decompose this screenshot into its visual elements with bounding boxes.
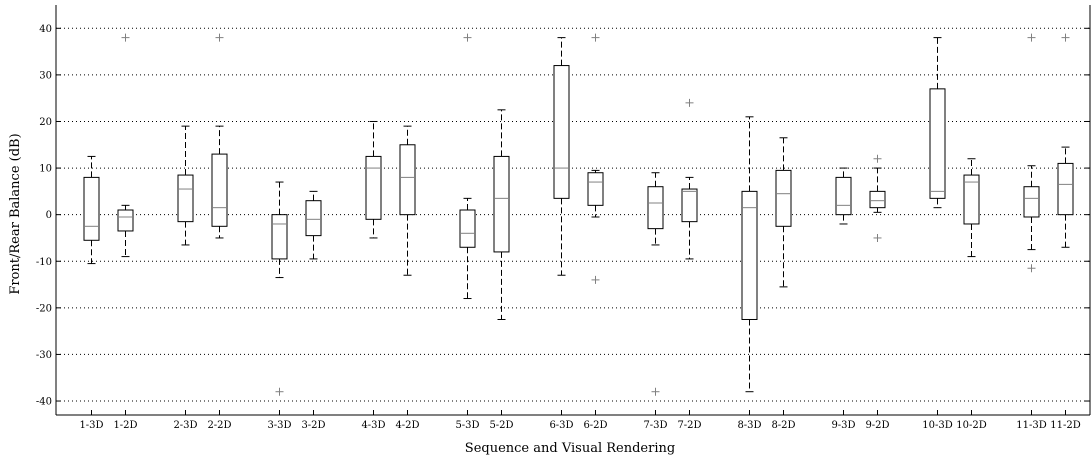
box-11-3D (1023, 33, 1040, 273)
outlier-point (591, 33, 600, 42)
box-10-3D (929, 37, 946, 209)
outlier-point (873, 233, 882, 242)
iqr-box (271, 214, 288, 260)
x-tick-label: 9-3D (831, 420, 855, 431)
y-axis-label: Front/Rear Balance (dB) (8, 133, 23, 294)
x-tick-label: 11-3D (1016, 420, 1046, 431)
x-tick-label: 7-3D (643, 420, 667, 431)
outlier-point (873, 154, 882, 163)
y-tick-label: -20 (36, 303, 52, 314)
outlier-point (1027, 264, 1036, 273)
box-4-2D (399, 125, 416, 276)
box-1-2D (117, 33, 134, 258)
x-tick-label: 11-2D (1050, 420, 1080, 431)
iqr-box (117, 209, 134, 232)
boxes (83, 33, 1074, 396)
x-tick-label: 10-3D (922, 420, 952, 431)
outlier-point (463, 33, 472, 42)
box-7-3D (647, 172, 664, 396)
iqr-box (459, 209, 476, 248)
iqr-box (177, 174, 194, 223)
box-3-3D (271, 181, 288, 396)
x-tick-label: 5-2D (489, 420, 513, 431)
iqr-box (83, 176, 100, 241)
box-3-2D (305, 190, 322, 260)
y-tick-label: -40 (36, 397, 52, 408)
iqr-box (493, 155, 510, 253)
box-1-3D (83, 155, 100, 265)
outlier-point (651, 387, 660, 396)
iqr-box (553, 65, 570, 199)
x-tick-label: 2-2D (207, 420, 231, 431)
x-tick-label: 4-2D (395, 420, 419, 431)
iqr-box (929, 88, 946, 199)
y-tick-label: 10 (39, 164, 52, 175)
box-9-3D (835, 167, 852, 225)
box-7-2D (681, 98, 698, 260)
x-tick-label: 10-2D (956, 420, 986, 431)
outlier-point (121, 33, 130, 42)
iqr-box (399, 144, 416, 216)
x-tick-label: 8-2D (771, 420, 795, 431)
x-tick-label: 1-3D (79, 420, 103, 431)
x-tick-label: 5-3D (455, 420, 479, 431)
box-5-2D (493, 109, 510, 320)
outlier-point (1027, 33, 1036, 42)
box-6-2D (587, 33, 604, 284)
box-9-2D (869, 154, 886, 242)
outlier-point (275, 387, 284, 396)
x-tick-label: 1-2D (113, 420, 137, 431)
axes: -40 -30 -20 -10 0 10 20 30 40 1-3D 1-2D 2-3D 2-2D 3-3… (36, 5, 1091, 431)
y-tick-label: 0 (46, 210, 52, 221)
box-6-3D (553, 37, 570, 276)
iqr-box (741, 190, 758, 320)
iqr-box (587, 172, 604, 206)
x-tick-label: 8-3D (737, 420, 761, 431)
iqr-box (963, 174, 980, 225)
iqr-box (775, 169, 792, 227)
box-5-3D (459, 33, 476, 300)
iqr-box (365, 155, 382, 220)
x-tick-label: 4-3D (361, 420, 385, 431)
iqr-box (1057, 162, 1074, 216)
box-11-2D (1057, 33, 1074, 248)
box-10-2D (963, 158, 980, 258)
outlier-point (1061, 33, 1070, 42)
y-tick-label: 30 (39, 70, 52, 81)
outlier-point (215, 33, 224, 42)
box-8-2D (775, 137, 792, 288)
x-axis-label: Sequence and Visual Rendering (465, 441, 675, 456)
box-2-2D (211, 33, 228, 239)
grid-lines (56, 27, 1090, 402)
iqr-box (835, 176, 852, 216)
outlier-point (685, 98, 694, 107)
iqr-box (869, 190, 886, 209)
box-2-3D (177, 125, 194, 246)
iqr-box (1023, 186, 1040, 218)
x-tick-label: 6-2D (583, 420, 607, 431)
box-8-3D (741, 116, 758, 393)
iqr-box (681, 188, 698, 223)
iqr-box (647, 186, 664, 230)
x-tick-label: 6-3D (549, 420, 573, 431)
iqr-box (305, 200, 322, 237)
iqr-box (211, 153, 228, 227)
y-tick-label: -10 (36, 257, 52, 268)
x-tick-label: 9-2D (865, 420, 889, 431)
x-tick-label: 3-3D (267, 420, 291, 431)
box-4-3D (365, 120, 382, 239)
y-tick-label: -30 (36, 350, 52, 361)
x-tick-label: 7-2D (677, 420, 701, 431)
outlier-point (591, 275, 600, 284)
x-tick-label: 3-2D (301, 420, 325, 431)
y-tick-label: 40 (39, 24, 52, 35)
x-tick-label: 2-3D (173, 420, 197, 431)
y-tick-label: 20 (39, 117, 52, 128)
